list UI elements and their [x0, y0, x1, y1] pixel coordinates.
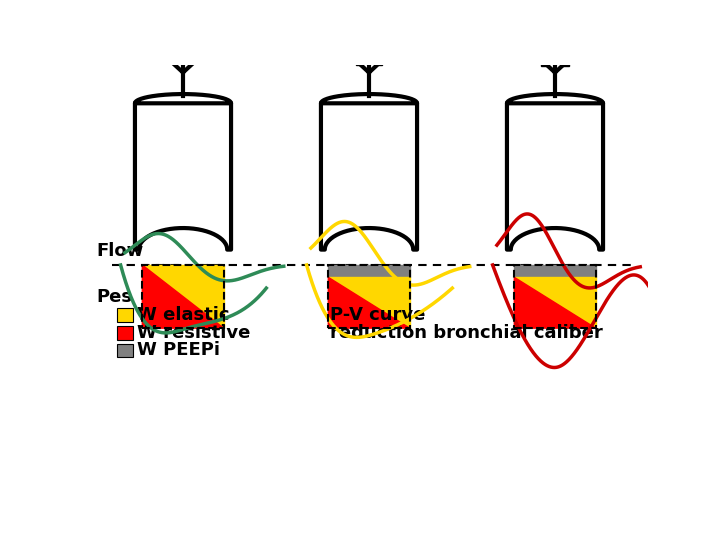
Polygon shape: [514, 278, 595, 328]
Bar: [117, 308, 132, 322]
Text: W resistive: W resistive: [138, 324, 251, 342]
Polygon shape: [328, 278, 410, 328]
Text: reduction bronchial caliber: reduction bronchial caliber: [330, 324, 603, 342]
Polygon shape: [328, 278, 410, 328]
Bar: [328, 265, 410, 328]
Text: Flow: Flow: [96, 242, 143, 260]
Text: W elastic: W elastic: [138, 306, 230, 324]
Bar: [143, 265, 224, 328]
Bar: [117, 343, 132, 357]
Polygon shape: [328, 265, 410, 278]
Polygon shape: [514, 265, 595, 278]
Polygon shape: [514, 278, 595, 328]
Text: P-V curve: P-V curve: [330, 306, 426, 324]
Polygon shape: [143, 265, 224, 328]
Bar: [541, 59, 548, 66]
Bar: [514, 265, 595, 328]
Bar: [562, 59, 570, 66]
Bar: [356, 60, 361, 65]
Text: W PEEPi: W PEEPi: [138, 341, 220, 360]
Polygon shape: [143, 265, 224, 328]
Bar: [377, 60, 382, 65]
Text: Pes: Pes: [96, 288, 132, 306]
Bar: [117, 326, 132, 340]
